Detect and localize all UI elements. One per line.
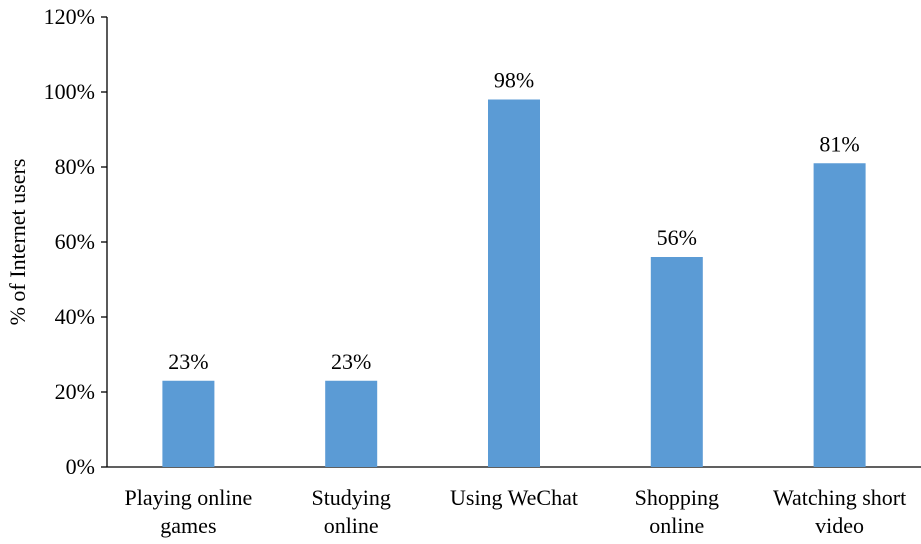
- x-category-label-line: Using WeChat: [450, 485, 578, 510]
- x-category-label: Playing online games: [125, 485, 253, 538]
- bar: [650, 257, 703, 467]
- x-category-label-line: video: [815, 513, 864, 538]
- y-tick-label: 20%: [55, 379, 95, 404]
- y-tick-label: 40%: [55, 304, 95, 329]
- data-label: 23%: [168, 349, 208, 374]
- y-axis: 0% 20% 40% 60% 80% 100% 120%: [44, 4, 108, 479]
- x-category-label-line: online: [649, 513, 704, 538]
- data-label: 23%: [331, 349, 371, 374]
- data-label: 81%: [819, 131, 859, 156]
- x-category-label-line: Studying: [311, 485, 390, 510]
- bars: [162, 99, 866, 467]
- bar: [325, 380, 378, 467]
- x-category-label-line: games: [160, 513, 216, 538]
- y-tick-label: 0%: [66, 454, 95, 479]
- y-axis-label: % of Internet users: [5, 159, 30, 326]
- category-labels: Playing online games Studying online Using W…: [125, 485, 907, 538]
- y-tick-label: 100%: [44, 79, 95, 104]
- data-label: 98%: [494, 68, 534, 93]
- bar: [162, 380, 215, 467]
- y-tick-label: 60%: [55, 229, 95, 254]
- x-category-label-line: Playing online: [125, 485, 253, 510]
- y-tick-label: 80%: [55, 154, 95, 179]
- x-category-label: Watching short video: [773, 485, 906, 538]
- data-label: 56%: [657, 225, 697, 250]
- x-category-label-line: Shopping: [635, 485, 719, 510]
- x-category-label: Shopping online: [635, 485, 719, 538]
- x-category-label-line: online: [324, 513, 379, 538]
- bar: [813, 163, 866, 467]
- x-category-label: Studying online: [311, 485, 390, 538]
- x-category-label: Using WeChat: [450, 485, 578, 510]
- data-labels: 23% 23% 98% 56% 81%: [168, 68, 860, 374]
- bar: [488, 99, 540, 467]
- y-tick-label: 120%: [44, 4, 95, 29]
- x-category-label-line: Watching short: [773, 485, 906, 510]
